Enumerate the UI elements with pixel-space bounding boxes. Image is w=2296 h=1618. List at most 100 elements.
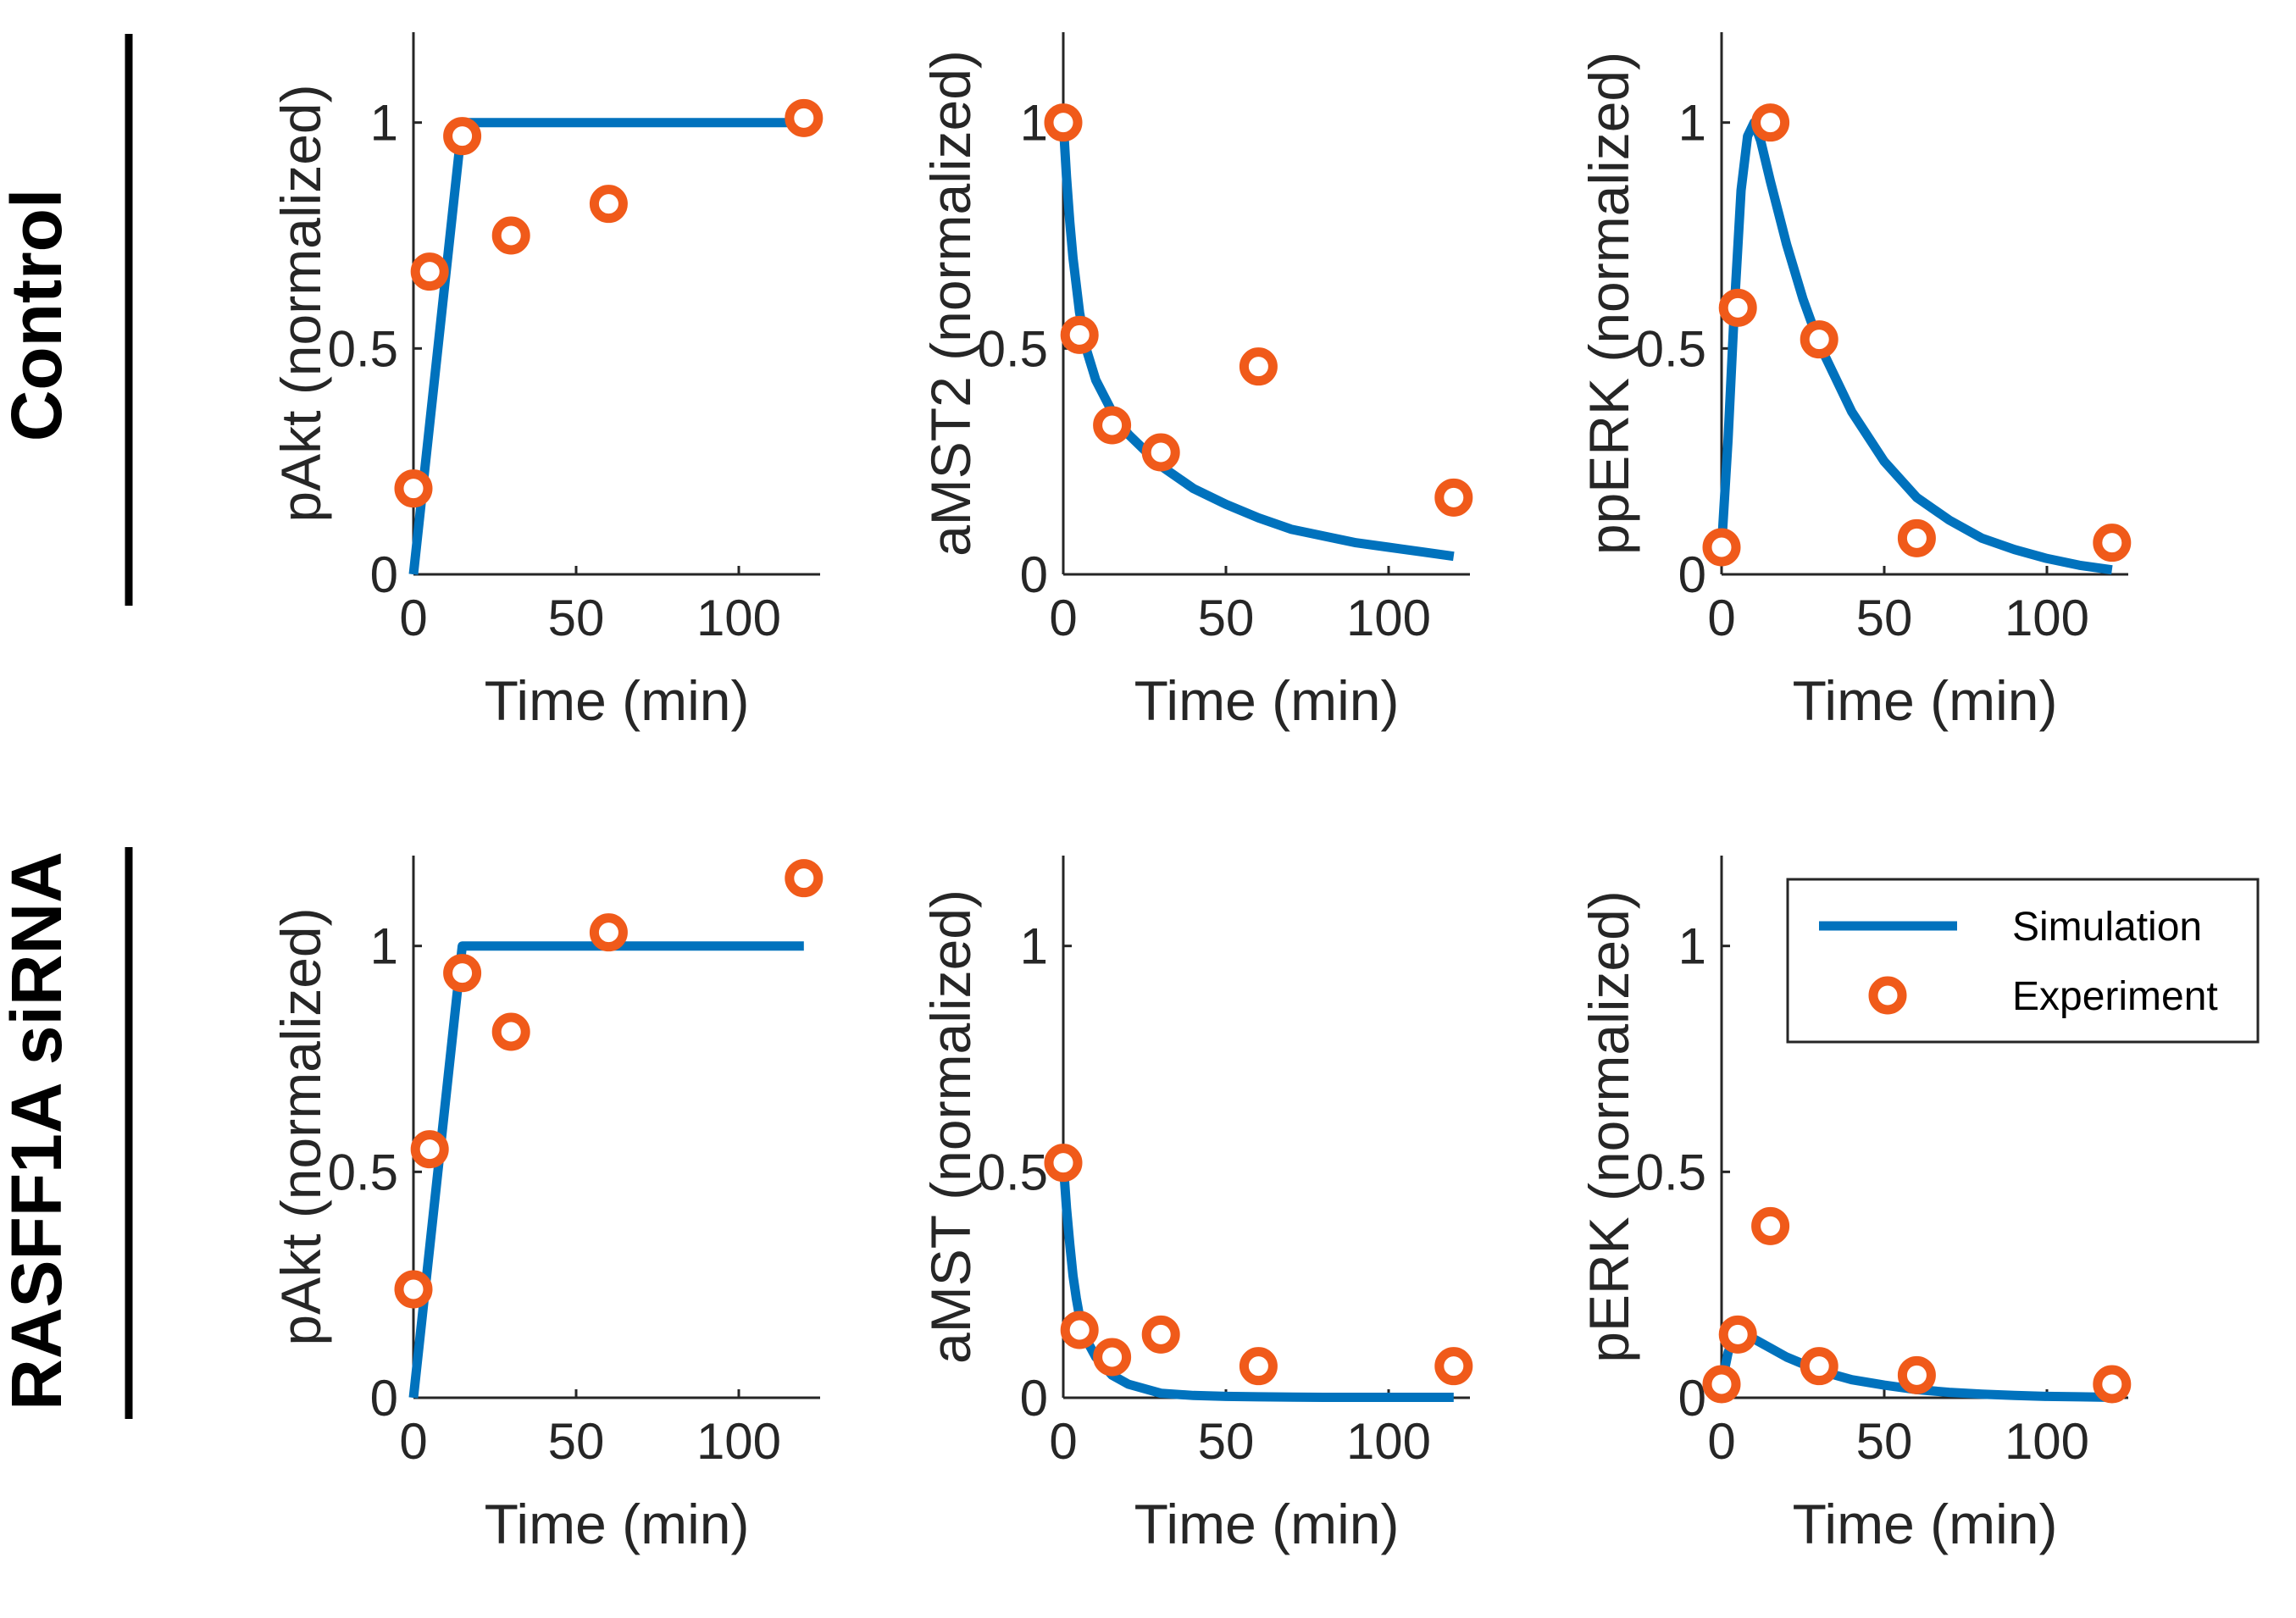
experiment-point (1718, 1315, 1757, 1354)
experiment-point (1434, 1347, 1473, 1386)
y-tick-label: 1 (1678, 95, 1706, 152)
y-tick-label: 0 (1020, 1370, 1048, 1427)
x-tick-label: 50 (548, 590, 605, 646)
experiment-point (491, 1012, 530, 1051)
experiment-point (1044, 1144, 1083, 1183)
row-label-group-control: Control (0, 34, 133, 606)
y-tick-label: 0 (1020, 546, 1048, 603)
y-tick-label: 0.5 (328, 320, 398, 377)
y-tick-label: 0 (1678, 1370, 1706, 1427)
y-tick-label: 1 (1020, 95, 1048, 152)
experiment-point (1702, 528, 1741, 567)
experiment-point (1751, 1206, 1790, 1245)
y-tick-label: 0.5 (328, 1144, 398, 1200)
x-tick-label: 50 (1198, 1413, 1255, 1470)
experiment-point (443, 954, 482, 993)
experiment-point (1060, 1310, 1099, 1349)
experiment-point (785, 98, 824, 137)
experiment-point (491, 216, 530, 255)
y-tick-label: 0 (370, 546, 398, 603)
y-tick-label: 0.5 (1636, 320, 1706, 377)
y-tick-label: 0.5 (978, 1144, 1048, 1200)
experiment-point (1060, 315, 1099, 354)
y-axis-title: aMST2 (normalized) (919, 50, 982, 557)
row-label-group-rasff1a: RASFF1A siRNA (0, 847, 133, 1419)
experiment-point (410, 252, 449, 291)
experiment-point (394, 1270, 433, 1309)
simulation-line (408, 941, 804, 1399)
experiment-point (1141, 1315, 1180, 1354)
x-tick-label: 0 (399, 1413, 427, 1470)
experiment-point (1239, 1347, 1278, 1386)
experiment-point (1800, 320, 1838, 359)
simulation-line (1058, 122, 1455, 562)
experiment-point (1897, 518, 1936, 557)
experiment-point (1800, 1347, 1838, 1386)
experiment-point (1239, 347, 1278, 386)
experiment-point (1718, 288, 1757, 327)
experiment-point (589, 913, 628, 952)
experiment-point (1141, 433, 1180, 472)
legend: Simulation Experiment (1786, 878, 2260, 1044)
x-tick-label: 0 (1707, 1413, 1735, 1470)
experiment-point (1434, 478, 1473, 517)
y-tick-label: 0.5 (1636, 1144, 1706, 1200)
experiment-point (785, 859, 824, 898)
legend-simulation-label: Simulation (2012, 905, 2202, 950)
x-tick-label: 0 (1049, 590, 1077, 646)
x-axis-title: Time (min) (1134, 1493, 1400, 1555)
panel-1: 0 0.5 1 0 50 100 Time (min) pAkt (normalized) (269, 32, 824, 732)
panel-4: 0 0.5 1 0 50 100 Time (min) pAkt (normalized) (269, 856, 824, 1555)
panel-2: 0 0.5 1 0 50 100 Time (min) aMST2 (normalized) (919, 32, 1473, 732)
x-tick-label: 50 (1856, 1413, 1913, 1470)
x-tick-label: 50 (1856, 590, 1913, 646)
legend-box (1786, 878, 2260, 1044)
experiment-point (1093, 406, 1132, 445)
simulation-line (1716, 118, 2113, 575)
y-tick-label: 1 (1020, 918, 1048, 975)
x-tick-label: 100 (2005, 1413, 2089, 1470)
experiment-point (1702, 1365, 1741, 1404)
x-tick-label: 100 (696, 590, 781, 646)
y-axis-title: pERK (normalized) (1578, 890, 1640, 1363)
x-axis-title: Time (min) (485, 1493, 750, 1555)
experiment-point (589, 185, 628, 224)
x-tick-label: 100 (696, 1413, 781, 1470)
panel-3: 0 0.5 1 0 50 100 Time (min) ppERK (normalized) (1578, 32, 2132, 732)
x-tick-label: 0 (1049, 1413, 1077, 1470)
legend-experiment-label: Experiment (2012, 974, 2218, 1019)
y-tick-label: 1 (1678, 918, 1706, 975)
experiment-point (1093, 1338, 1132, 1377)
y-axis-title: pAkt (normalized) (269, 907, 332, 1345)
row-label-rasff1a-sirna: RASFF1A siRNA (0, 851, 76, 1410)
x-tick-label: 0 (1707, 590, 1735, 646)
x-tick-label: 100 (2005, 590, 2089, 646)
y-tick-label: 0.5 (978, 320, 1048, 377)
x-tick-label: 100 (1346, 1413, 1431, 1470)
experiment-point (2093, 524, 2132, 562)
x-axis-title: Time (min) (1793, 1493, 2058, 1555)
y-tick-label: 1 (370, 95, 398, 152)
y-axis-title: ppERK (normalized) (1578, 52, 1640, 555)
experiment-point (443, 117, 482, 156)
x-tick-label: 50 (1198, 590, 1255, 646)
x-tick-label: 0 (399, 590, 427, 646)
panel-6: 0 0.5 1 0 50 100 Time (min) pERK (normalized) Si… (1578, 856, 2260, 1555)
x-axis-title: Time (min) (1793, 669, 2058, 732)
y-tick-label: 0 (1678, 546, 1706, 603)
legend-experiment-swatch (1868, 976, 1907, 1015)
experiment-point (1897, 1355, 1936, 1394)
y-tick-label: 1 (370, 918, 398, 975)
x-axis-title: Time (min) (485, 669, 750, 732)
y-tick-label: 0 (370, 1370, 398, 1427)
panel-5: 0 0.5 1 0 50 100 Time (min) aMST (normalized) (919, 856, 1473, 1555)
y-axis-title: aMST (normalized) (919, 889, 982, 1364)
experiment-point (394, 469, 433, 508)
row-label-control: Control (0, 189, 76, 442)
y-axis-title: pAkt (normalized) (269, 84, 332, 522)
experiment-point (1751, 103, 1790, 142)
experiment-point (410, 1130, 449, 1169)
experiment-point (2093, 1365, 2132, 1404)
